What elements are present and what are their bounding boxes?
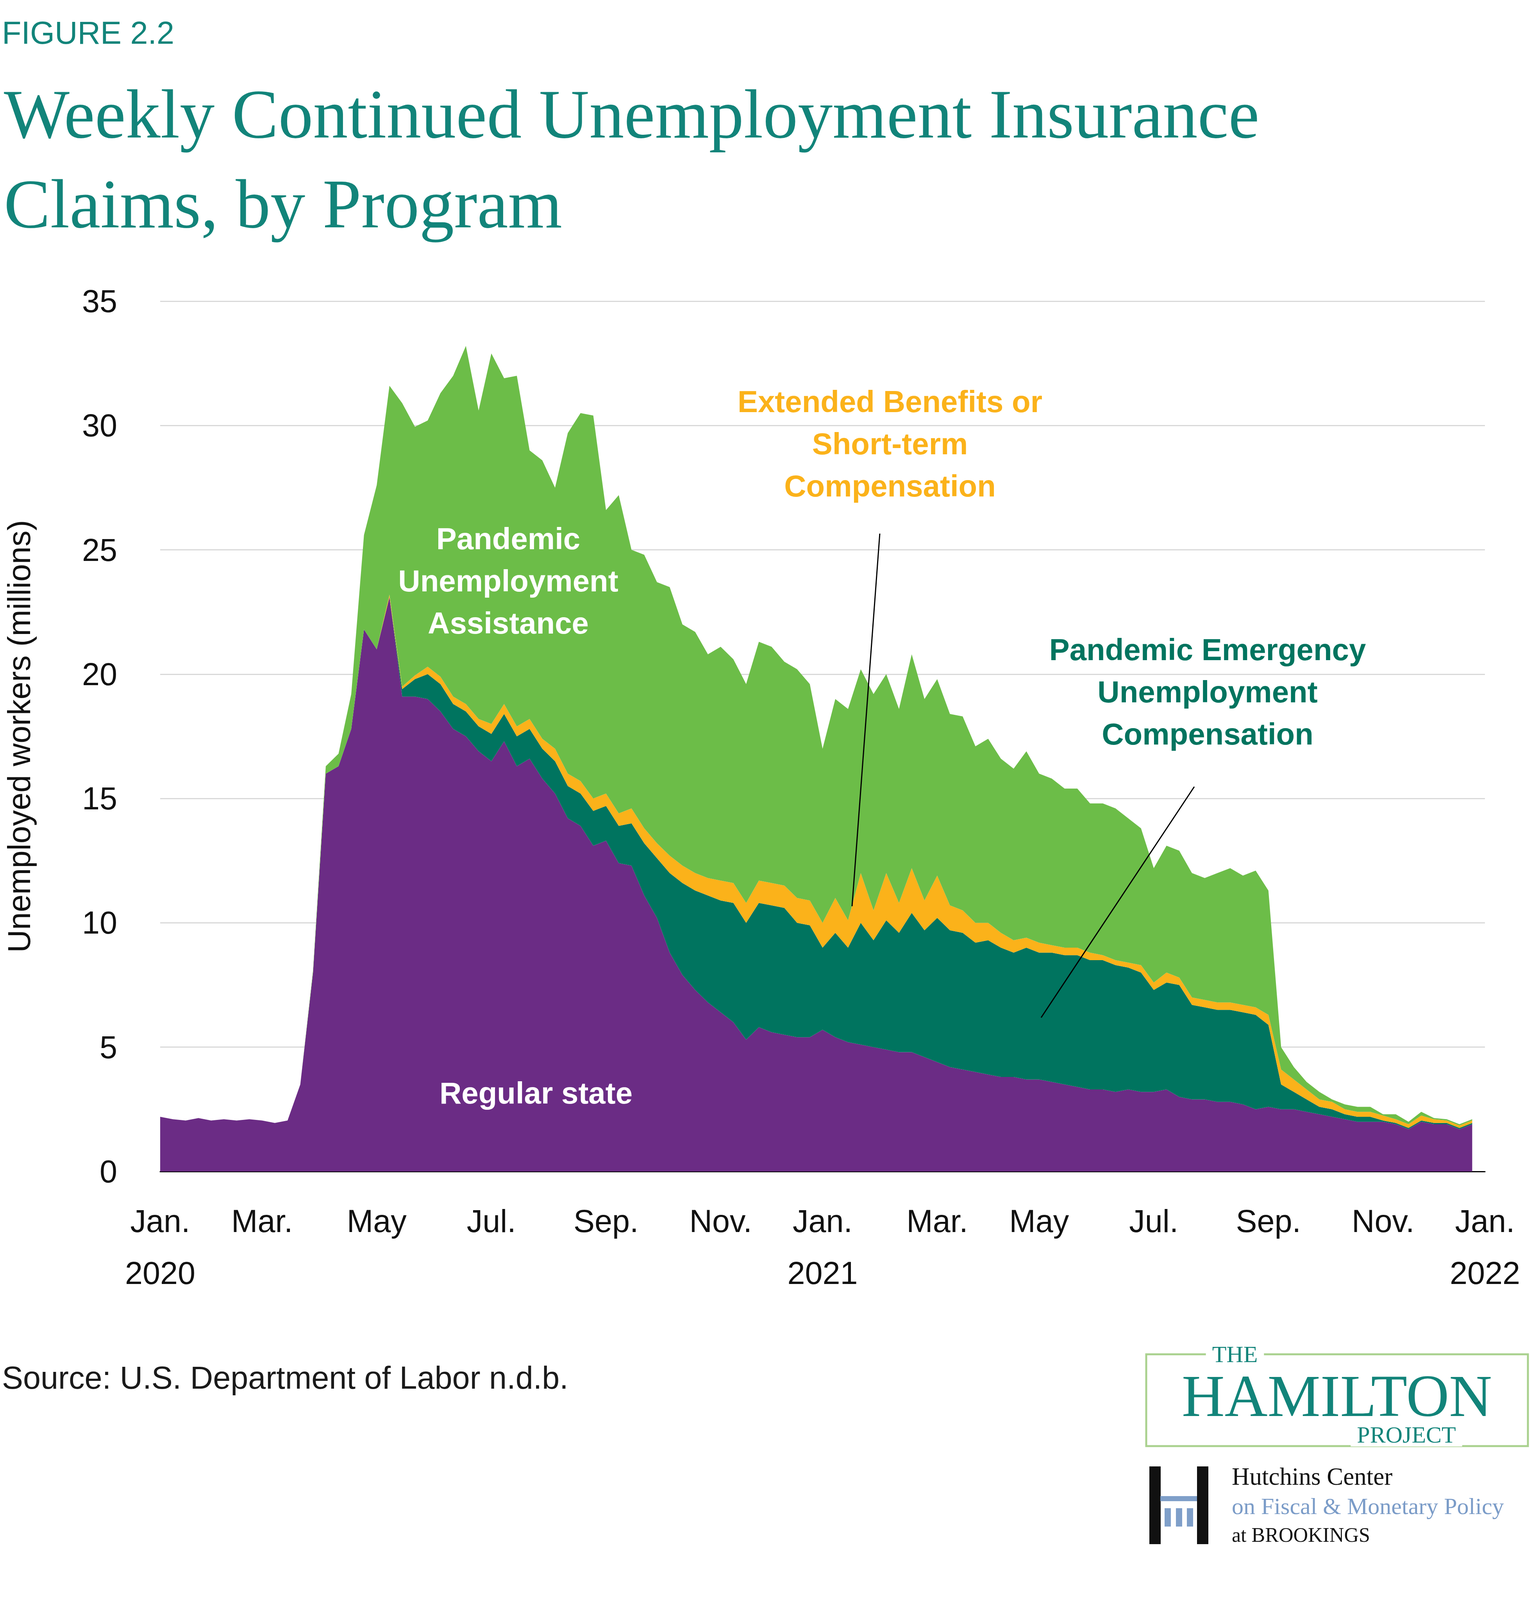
svg-text:Sep.: Sep. (1235, 1203, 1301, 1239)
svg-text:Mar.: Mar. (906, 1203, 969, 1239)
svg-text:Assistance: Assistance (427, 605, 589, 641)
svg-text:Jul.: Jul. (1129, 1203, 1179, 1239)
svg-text:2021: 2021 (787, 1255, 858, 1291)
svg-text:at BROOKINGS: at BROOKINGS (1231, 1524, 1371, 1547)
svg-text:Jan.: Jan. (792, 1203, 853, 1239)
svg-text:PROJECT: PROJECT (1356, 1422, 1456, 1448)
svg-text:Pandemic Emergency: Pandemic Emergency (1049, 632, 1367, 667)
svg-text:THE: THE (1212, 1341, 1258, 1368)
svg-text:Jan.: Jan. (130, 1203, 190, 1239)
svg-text:15: 15 (82, 780, 118, 817)
svg-text:Unemployed workers (millions): Unemployed workers (millions) (1, 519, 37, 953)
svg-text:Regular state: Regular state (439, 1075, 633, 1111)
svg-text:2020: 2020 (125, 1255, 196, 1291)
svg-text:May: May (1009, 1203, 1070, 1239)
svg-text:Nov.: Nov. (689, 1203, 753, 1239)
svg-text:Unemployment: Unemployment (1097, 674, 1318, 710)
svg-text:35: 35 (82, 283, 118, 319)
svg-text:Extended Benefits or: Extended Benefits or (737, 384, 1043, 419)
svg-text:Jan.: Jan. (1454, 1203, 1515, 1239)
svg-text:May: May (346, 1203, 408, 1239)
svg-text:30: 30 (82, 407, 118, 444)
svg-text:5: 5 (99, 1029, 118, 1065)
svg-text:FIGURE 2.2: FIGURE 2.2 (1, 15, 175, 51)
svg-text:Nov.: Nov. (1351, 1203, 1415, 1239)
svg-text:Weekly Continued Unemployment: Weekly Continued Unemployment Insurance (3, 75, 1260, 153)
svg-text:Hutchins Center: Hutchins Center (1231, 1463, 1393, 1491)
svg-text:25: 25 (82, 532, 118, 568)
svg-text:Pandemic: Pandemic (436, 521, 581, 556)
svg-text:Compensation: Compensation (784, 468, 996, 504)
svg-text:2022: 2022 (1449, 1255, 1521, 1291)
svg-text:Mar.: Mar. (231, 1203, 294, 1239)
svg-text:Sep.: Sep. (573, 1203, 639, 1239)
svg-text:Claims, by Program: Claims, by Program (3, 165, 563, 243)
svg-text:Short-term: Short-term (812, 426, 969, 461)
svg-text:Source: U.S. Department of Lab: Source: U.S. Department of Labor n.d.b. (1, 1360, 569, 1396)
svg-text:Compensation: Compensation (1101, 716, 1314, 752)
svg-text:on Fiscal & Monetary Policy: on Fiscal & Monetary Policy (1231, 1493, 1505, 1520)
svg-text:Unemployment: Unemployment (398, 563, 619, 599)
svg-text:20: 20 (82, 656, 118, 692)
svg-text:0: 0 (99, 1154, 118, 1190)
svg-text:HAMILTON: HAMILTON (1181, 1363, 1492, 1430)
svg-text:Jul.: Jul. (466, 1203, 517, 1239)
svg-text:10: 10 (82, 905, 118, 941)
